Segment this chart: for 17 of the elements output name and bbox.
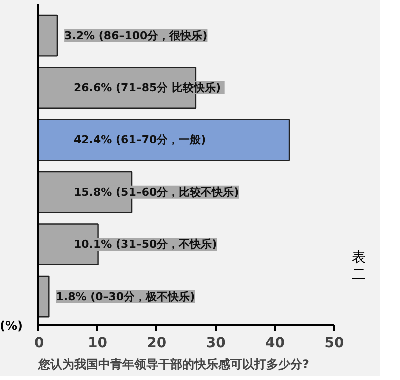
x-tick-label: 50 bbox=[324, 336, 344, 352]
data-label: 1.8% (0–30分，极不快乐) bbox=[56, 290, 196, 304]
x-tick-label: 30 bbox=[206, 336, 226, 352]
x-axis-title: (%) bbox=[0, 318, 23, 335]
data-label: 42.4% (61–70分，一般) bbox=[74, 134, 206, 147]
bar bbox=[38, 14, 58, 57]
data-label: 10.1% (31–50分，不快乐) bbox=[74, 238, 218, 252]
bar bbox=[38, 276, 50, 318]
text: 表二 bbox=[352, 250, 366, 284]
x-tick-label: 20 bbox=[147, 336, 167, 352]
data-label: 15.8% (51–60分，比较不快乐) bbox=[74, 186, 240, 199]
data-label: 26.6% (71–85分 比较快乐) bbox=[74, 82, 222, 95]
x-tick-label: 40 bbox=[266, 336, 286, 352]
data-label: 3.2% (86–100分，很快乐) bbox=[64, 29, 208, 42]
text: 您认为我国中青年领导干部的快乐感可以打多少分? bbox=[38, 358, 310, 372]
x-tick-label: 10 bbox=[88, 336, 108, 352]
x-tick-label: 0 bbox=[34, 336, 44, 352]
